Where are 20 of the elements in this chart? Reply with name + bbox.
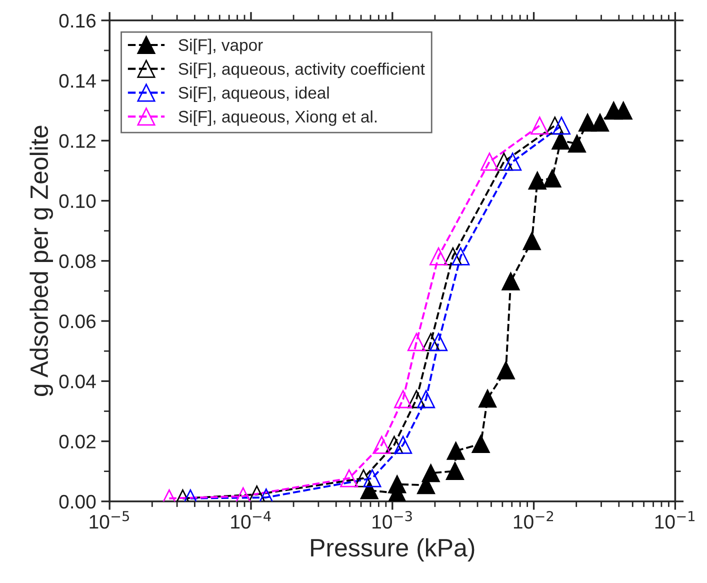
y-axis-title: g Adsorbed per g Zeolite [30,126,53,396]
x-tick-label: 10$^{−1}$ [655,511,695,529]
legend-label: Si[F], vapor [178,38,263,54]
y-tick-label: 0.10 [59,194,96,208]
x-tick-label: 10$^{−2}$ [514,510,554,529]
y-tick-label: 0.04 [59,374,96,388]
legend-label: Si[F], aqueous, Xiong et al. [178,110,377,126]
x-tick-label: 10$^{−4}$ [231,511,271,529]
y-tick-label: 0.06 [59,314,96,328]
y-tick-label: 0.12 [59,134,96,148]
y-tick-label: 0.00 [59,494,96,509]
x-axis-title: Pressure (kPa) [311,538,474,562]
y-tick-label: 0.08 [59,254,96,268]
y-tick-label: 0.16 [59,14,96,28]
y-tick-label: 0.14 [59,74,96,88]
x-tick-label: 10$^{−3}$ [372,510,412,529]
legend-label: Si[F], aqueous, ideal [178,86,329,102]
legend-label: Si[F], aqueous, activity coefficient [178,62,425,78]
x-tick-label: 10$^{−5}$ [90,511,129,529]
y-tick-label: 0.02 [59,434,96,448]
